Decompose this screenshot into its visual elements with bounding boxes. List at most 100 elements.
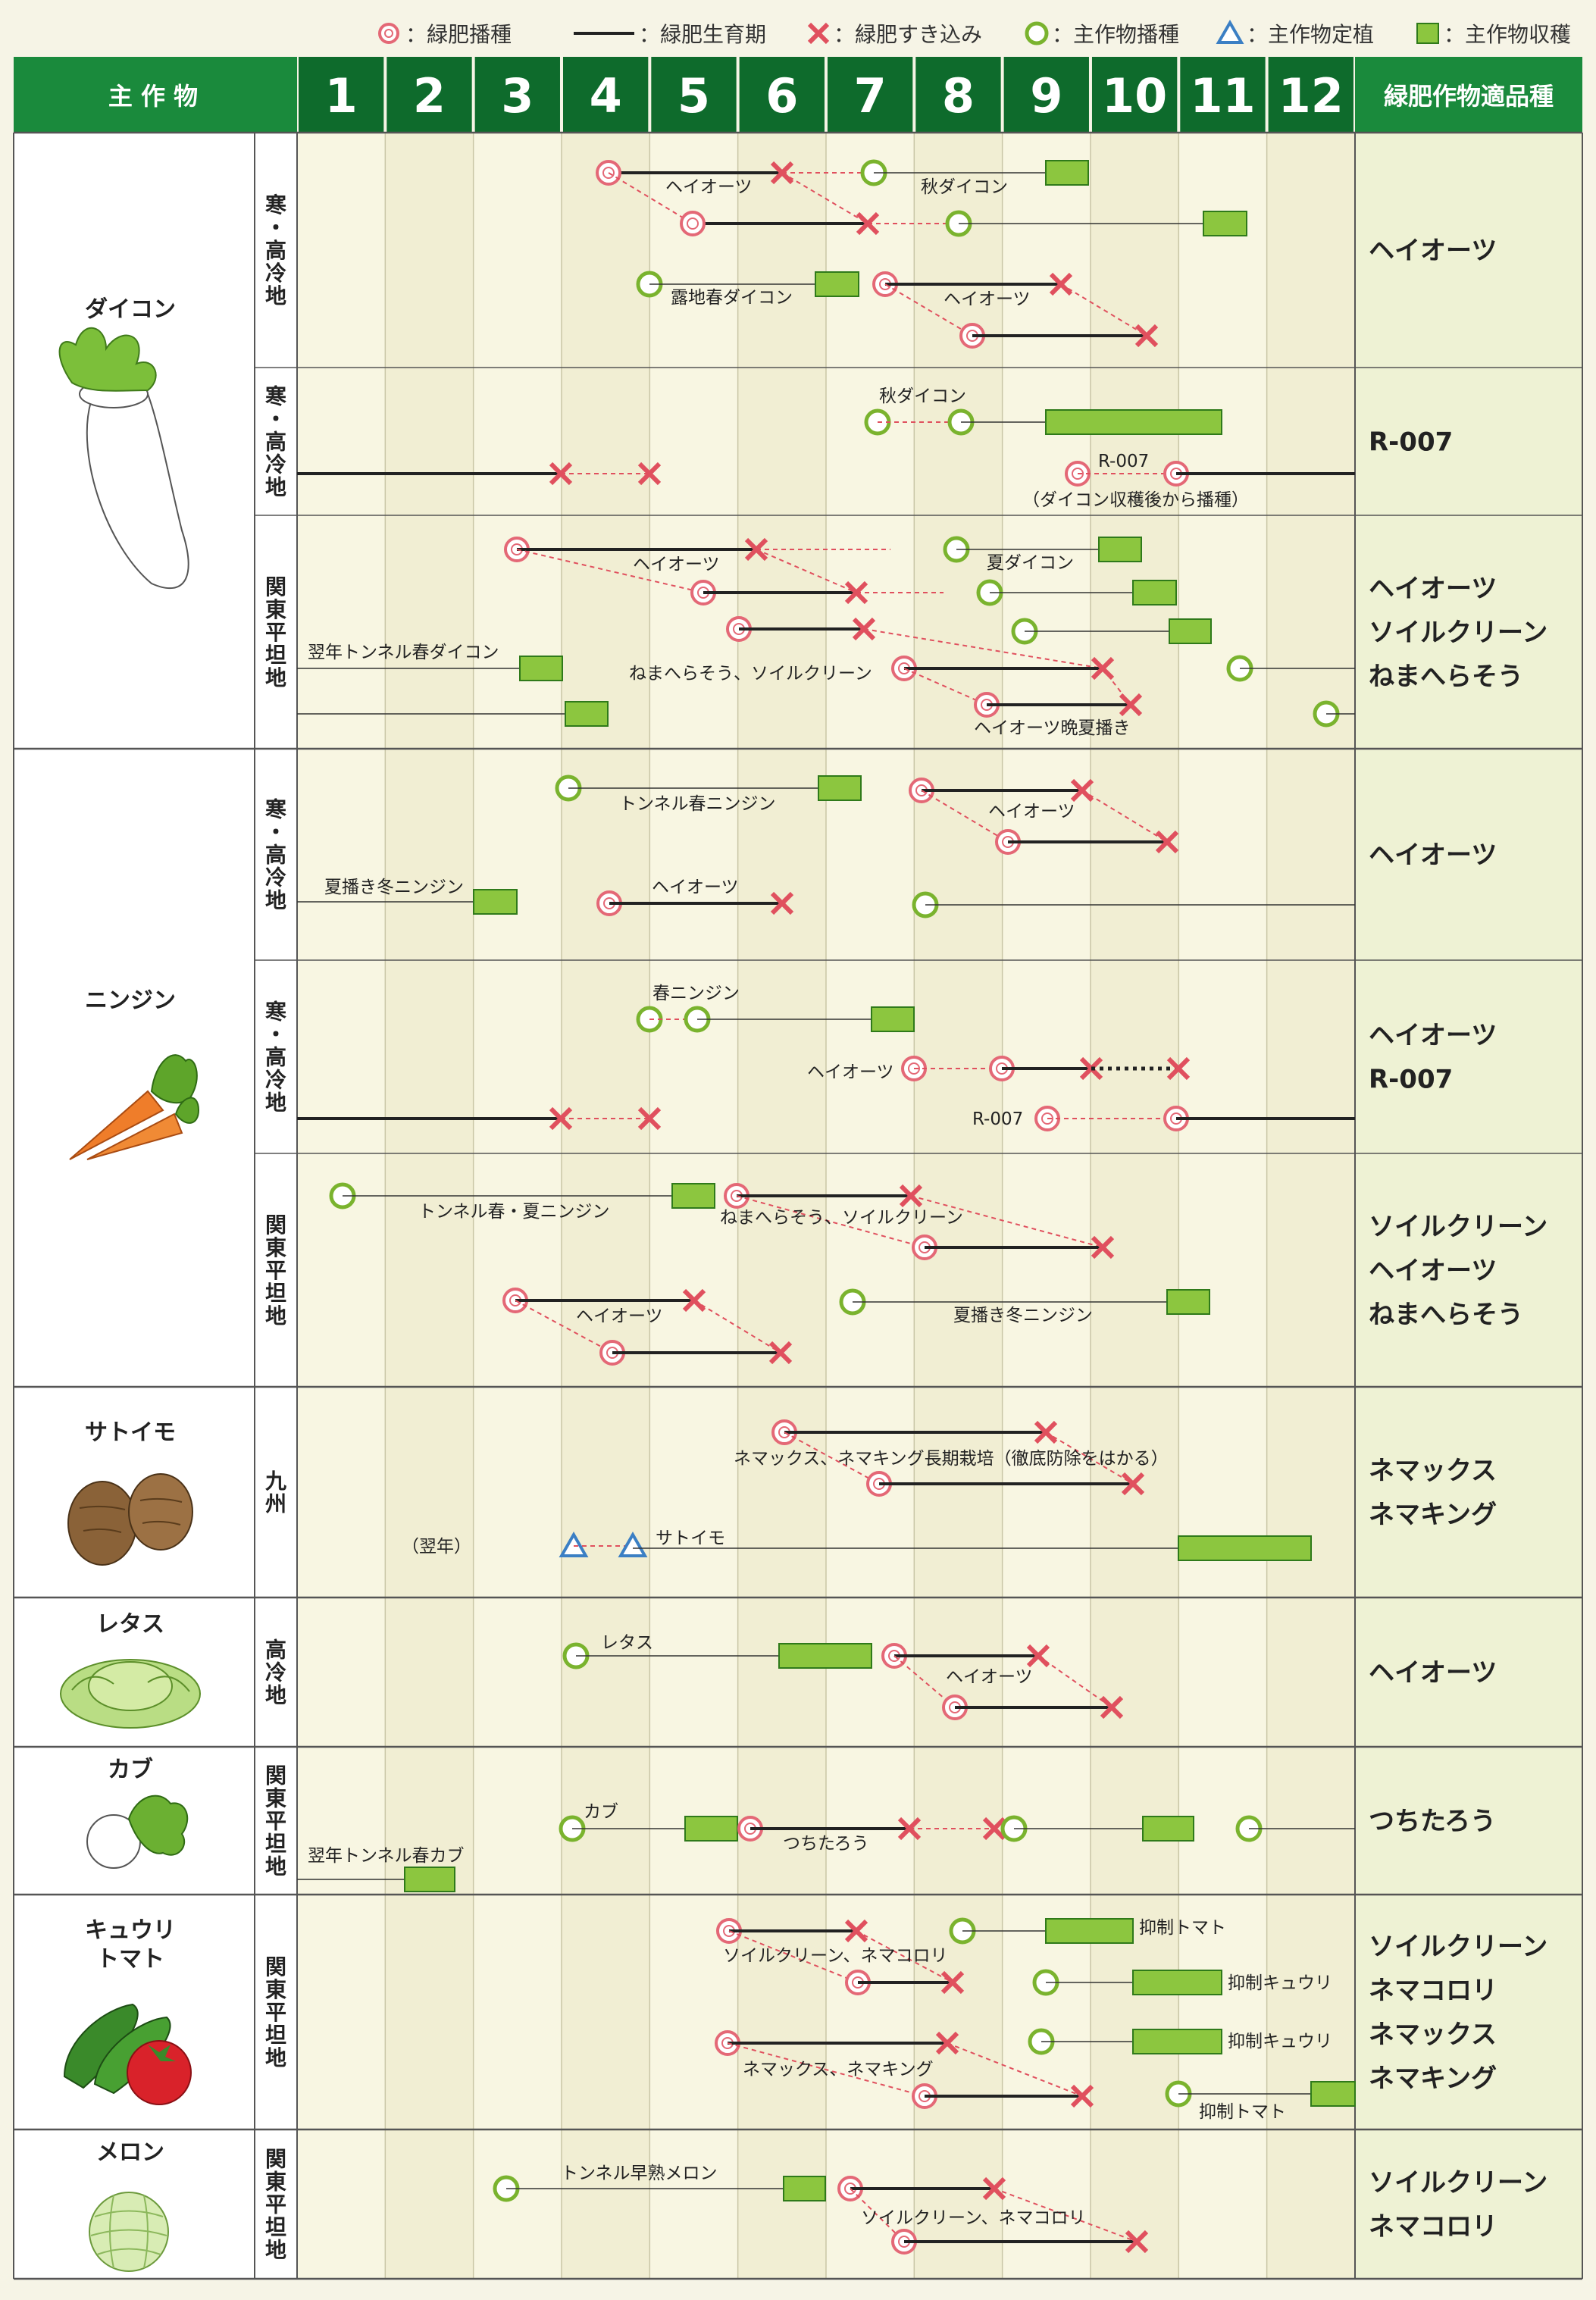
harvest-period-bar	[404, 1867, 455, 1892]
region-label-char: 東	[265, 1235, 286, 1260]
crop-name: カブ	[108, 1757, 153, 1783]
incorporation-cross-mark	[1100, 1695, 1124, 1720]
transition-dashed-line	[1037, 1655, 1113, 1708]
annotation-label: 露地春ダイコン	[671, 288, 793, 308]
region-label-char: 高	[265, 843, 286, 868]
variety-name: ソイルクリーン	[1369, 2168, 1547, 2198]
month-header-cell	[1268, 57, 1353, 133]
annotation-label: 夏播き冬ニンジン	[953, 1306, 1093, 1325]
region-label-char: ・	[265, 407, 286, 432]
variety-name: ネマコロリ	[1369, 2212, 1497, 2242]
month-header-cell	[827, 57, 913, 133]
legend-main-crop-harvest-label: ：主作物収穫	[1444, 22, 1571, 47]
region-labels: 寒・高冷地寒・高冷地関東平坦地寒・高冷地寒・高冷地関東平坦地九州高冷地関東平坦地…	[265, 192, 286, 2263]
table-header: 主 作 物 1 2 3 4 5 6 7 8 9 10 11 12 緑肥作物適品種	[14, 57, 1582, 133]
harvest-period-bar	[1142, 1816, 1194, 1842]
variety-name: ヘイオーツ	[1369, 1658, 1497, 1688]
annotation-label: ヘイオーツ	[988, 802, 1075, 821]
region-label-char: 地	[265, 1854, 286, 1879]
month-header-11: 11	[1190, 68, 1255, 124]
annotation-label: カブ	[584, 1802, 618, 1822]
region-label-char: 関	[265, 2147, 286, 2172]
region-label-char: 寒	[265, 384, 286, 409]
transition-dashed-line	[863, 628, 1103, 669]
annotation-label: レタス	[601, 1633, 653, 1653]
transition-dashed-line	[884, 283, 973, 336]
month-header-2: 2	[413, 68, 446, 124]
harvest-period-bar	[671, 1183, 715, 1209]
month-header-cell	[1003, 57, 1089, 133]
region-label-char: 地	[265, 475, 286, 500]
region-label-char: 高	[265, 1045, 286, 1070]
variety-name: R-007	[1369, 427, 1453, 458]
green-manure-sowing-mark	[680, 211, 706, 236]
legend-transplant-triangle-icon	[1216, 19, 1244, 44]
incorporation-cross-mark	[1155, 830, 1179, 854]
month-header-1: 1	[325, 68, 358, 124]
region-label-char: 州	[265, 1491, 286, 1516]
annotation-label: 秋ダイコン	[879, 386, 966, 406]
legend-main-crop-transplant-label: ：主作物定植	[1247, 22, 1374, 47]
month-header-cell	[1180, 57, 1266, 133]
variety-name: ヘイオーツ	[1369, 1256, 1497, 1286]
month-column-bg	[1266, 133, 1355, 2279]
region-label-char: 冷	[265, 1660, 286, 1685]
legend: ：緑肥播種 ：緑肥生育期 ：緑肥すき込み ：主作物播種 ：主作物定植 ：主作物収…	[378, 19, 1571, 47]
harvest-period-bar	[1310, 2081, 1356, 2107]
month-header-9: 9	[1030, 68, 1062, 124]
variety-name: ネマックス	[1369, 1456, 1497, 1486]
harvest-period-bar	[1045, 409, 1222, 435]
annotation-label: ヘイオーツ晩夏播き	[974, 718, 1131, 738]
harvest-period-bar	[473, 889, 518, 915]
variety-name: ネマキング	[1369, 2064, 1497, 2094]
annotation-label: ヘイオーツ	[665, 177, 753, 197]
region-label-char: 東	[265, 1977, 286, 2002]
annotation-label: （ダイコン収穫後から播種）	[1022, 490, 1249, 510]
region-label-char: 地	[265, 1091, 286, 1116]
month-header-10: 10	[1102, 68, 1167, 124]
region-label-char: 東	[265, 2170, 286, 2195]
incorporation-cross-mark	[637, 1106, 662, 1131]
region-label-char: 関	[265, 1763, 286, 1788]
region-label-char: ・	[265, 820, 286, 845]
transition-dashed-line	[736, 1195, 925, 1248]
legend-incorporation-cross-icon	[807, 22, 830, 45]
region-label-char: 東	[265, 597, 286, 622]
month-header-7: 7	[854, 68, 887, 124]
schedule-marks	[297, 159, 1356, 2255]
region-label-char: 地	[265, 1683, 286, 1708]
annotation-label: 抑制キュウリ	[1228, 1973, 1332, 1993]
transition-dashed-line	[921, 790, 1009, 843]
annotation-label: サトイモ	[656, 1529, 725, 1548]
harvest-period-bar	[1132, 2029, 1222, 2054]
variety-name: つちたろう	[1369, 1807, 1496, 1837]
transition-dashed-line	[784, 1432, 880, 1485]
month-header-cell	[386, 57, 472, 133]
annotation-label: ヘイオーツ	[944, 289, 1031, 309]
region-label-char: 坦	[265, 2215, 286, 2240]
region-label-char: 寒	[265, 797, 286, 822]
harvest-period-bar	[815, 271, 859, 297]
region-label-char: 東	[265, 1786, 286, 1811]
crop-name: ニンジン	[85, 987, 176, 1014]
variety-name: ソイルクリーン	[1369, 1932, 1547, 1962]
variety-name: ねまへらそう	[1369, 662, 1523, 692]
harvest-period-bar	[1203, 211, 1247, 236]
incorporation-cross-mark	[1125, 2230, 1149, 2254]
month-header-12: 12	[1278, 68, 1344, 124]
region-label-char: 平	[265, 2000, 286, 2025]
crop-name: ダイコン	[85, 296, 176, 323]
legend-main-crop-sowing-label: ：主作物播種	[1052, 22, 1179, 47]
legend-green-manure-incorporation-label: ：緑肥すき込み	[834, 22, 982, 47]
region-label-char: 地	[265, 2238, 286, 2263]
incorporation-cross-mark	[1070, 2084, 1094, 2108]
transition-dashed-line	[1045, 1432, 1134, 1485]
transition-dashed-line	[515, 1300, 613, 1353]
annotation-label: （翌年）	[402, 1537, 471, 1557]
region-label-char: 地	[265, 888, 286, 913]
annotation-label: トンネル春ニンジン	[619, 794, 776, 814]
crop-name: メロン	[96, 2139, 164, 2166]
variety-name: ソイルクリーン	[1369, 618, 1547, 648]
transition-dashed-line	[756, 549, 857, 593]
